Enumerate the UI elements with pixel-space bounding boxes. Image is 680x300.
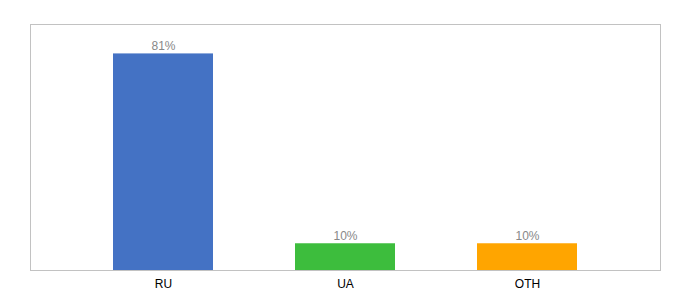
svg-text:10%: 10% [515, 229, 539, 243]
svg-text:81%: 81% [151, 39, 175, 53]
svg-text:10%: 10% [333, 229, 357, 243]
svg-text:UA: UA [337, 277, 354, 291]
svg-text:OTH: OTH [515, 277, 540, 291]
svg-text:RU: RU [155, 277, 172, 291]
